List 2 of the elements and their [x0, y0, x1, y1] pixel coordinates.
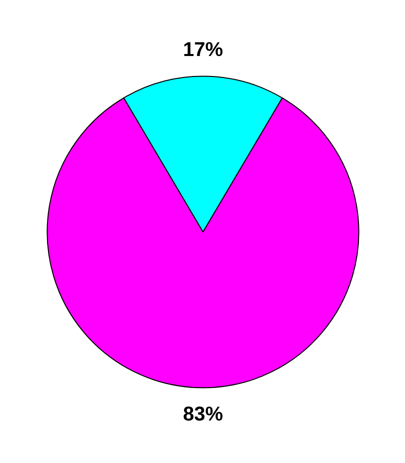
data-label: 83% — [182, 403, 224, 426]
data-label: 17% — [182, 38, 224, 61]
